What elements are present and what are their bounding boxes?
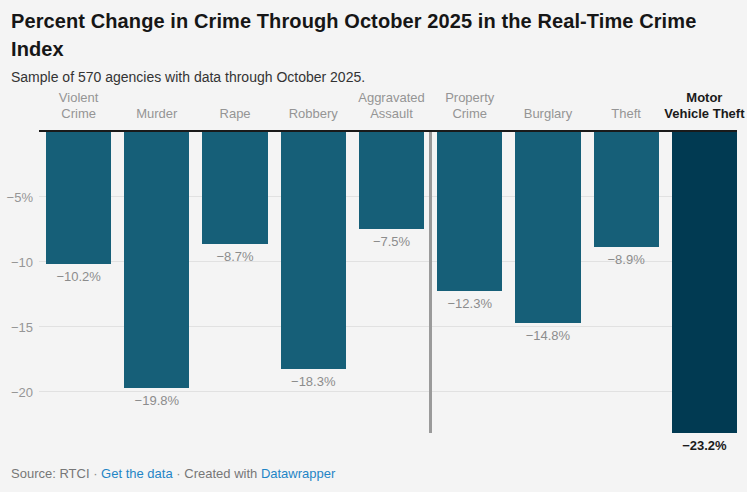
bar-aggravated-assault[interactable] [359,131,424,229]
bar-column-burglary: Burglary−14.8% [515,131,580,455]
bar-value-label-burglary: −14.8% [502,328,593,343]
bar-value-label-theft: −8.9% [581,252,672,267]
plot-area: Violent Crime−10.2%Murder−19.8%Rape−8.7%… [39,131,737,455]
bar-column-theft: Theft−8.9% [594,131,659,455]
chart-page: Percent Change in Crime Through October … [0,0,747,492]
source-label: Source: RTCI [11,466,90,481]
bar-value-label-motor-vehicle-theft: −23.2% [659,438,747,453]
bar-column-aggravated-assault: Aggravated Assault−7.5% [359,131,424,455]
bar-violent-crime[interactable] [46,131,111,264]
y-axis-tick-label: −20 [0,385,33,400]
bar-motor-vehicle-theft[interactable] [672,131,737,433]
bar-value-label-property-crime: −12.3% [424,296,515,311]
y-axis-tick-label: −5% [0,190,33,205]
bar-property-crime[interactable] [437,131,502,291]
datawrapper-link[interactable]: Datawrapper [261,466,335,481]
category-label-motor-vehicle-theft: Motor Vehicle Theft [659,90,747,122]
bar-column-murder: Murder−19.8% [124,131,189,455]
group-separator-line [429,131,432,433]
bar-column-robbery: Robbery−18.3% [281,131,346,455]
bar-value-label-robbery: −18.3% [268,374,359,389]
footer-separator: · [176,466,180,481]
y-axis-tick-label: −10 [0,255,33,270]
get-the-data-link[interactable]: Get the data [101,466,173,481]
bar-robbery[interactable] [281,131,346,369]
footer-separator: · [93,466,97,481]
bar-murder[interactable] [124,131,189,388]
bar-value-label-rape: −8.7% [189,249,280,264]
bar-burglary[interactable] [515,131,580,323]
chart-footer: Source: RTCI · Get the data · Created wi… [11,466,335,481]
bar-value-label-murder: −19.8% [111,393,202,408]
y-axis-tick-label: −15 [0,320,33,335]
bar-column-property-crime: Property Crime−12.3% [437,131,502,455]
bar-value-label-aggravated-assault: −7.5% [346,234,437,249]
bar-theft[interactable] [594,131,659,247]
zero-baseline [39,130,737,132]
bar-column-motor-vehicle-theft: Motor Vehicle Theft−23.2% [672,131,737,455]
created-with-label: Created with [184,466,257,481]
bar-row: Violent Crime−10.2%Murder−19.8%Rape−8.7%… [46,131,737,455]
bar-column-violent-crime: Violent Crime−10.2% [46,131,111,455]
bar-column-rape: Rape−8.7% [202,131,267,455]
bar-chart: −5% −10 −15 −20 Violent Crime−10.2%Murder−1… [0,0,747,460]
bar-value-label-violent-crime: −10.2% [33,269,124,284]
bar-rape[interactable] [202,131,267,244]
